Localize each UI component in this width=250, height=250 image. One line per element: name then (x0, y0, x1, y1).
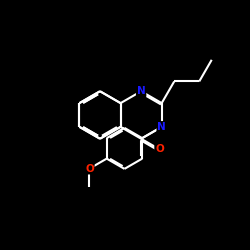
Text: N: N (137, 86, 145, 96)
Text: N: N (157, 122, 166, 132)
Text: O: O (155, 144, 164, 154)
Text: O: O (85, 164, 94, 174)
